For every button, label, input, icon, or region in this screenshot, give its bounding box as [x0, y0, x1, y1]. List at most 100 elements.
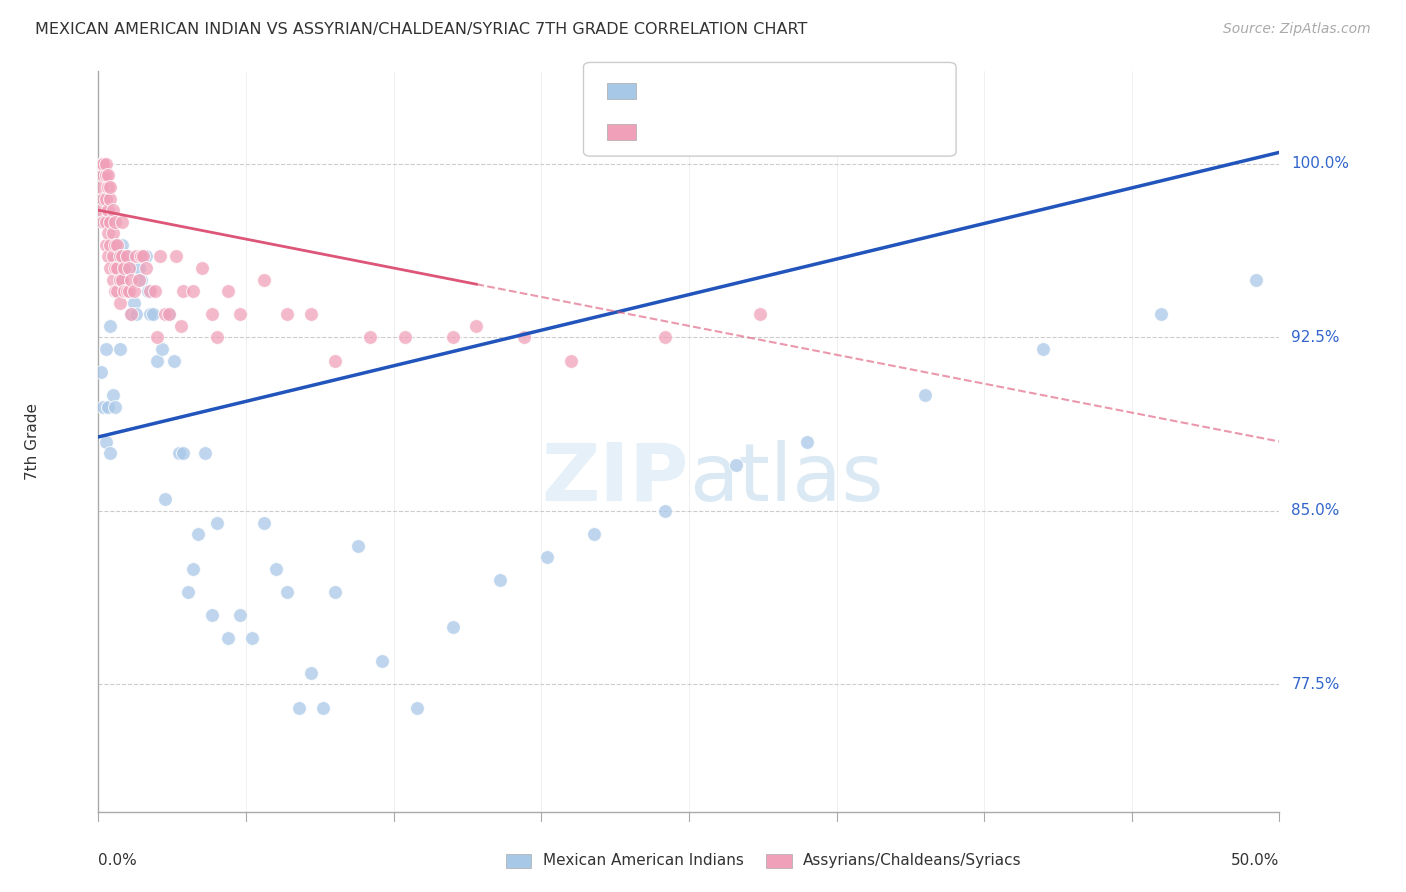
- Point: [177, 585, 200, 599]
- Point: [187, 527, 209, 541]
- Point: [276, 307, 298, 321]
- Text: 7th Grade: 7th Grade: [25, 403, 39, 480]
- Point: [359, 330, 381, 344]
- Text: N = 81: N = 81: [783, 123, 841, 141]
- Point: [98, 180, 121, 194]
- Point: [406, 700, 429, 714]
- Point: [94, 342, 117, 356]
- Point: [146, 353, 169, 368]
- Point: [181, 562, 204, 576]
- Text: atlas: atlas: [689, 440, 883, 517]
- Text: 77.5%: 77.5%: [1291, 677, 1340, 692]
- Point: [194, 446, 217, 460]
- Point: [94, 169, 117, 183]
- Point: [112, 260, 135, 275]
- Point: [796, 434, 818, 449]
- Point: [347, 539, 370, 553]
- Point: [240, 631, 263, 645]
- Text: Source: ZipAtlas.com: Source: ZipAtlas.com: [1223, 22, 1371, 37]
- Point: [125, 307, 148, 321]
- Text: 50.0%: 50.0%: [1232, 854, 1279, 869]
- Point: [1150, 307, 1173, 321]
- Point: [91, 192, 114, 206]
- Point: [441, 620, 464, 634]
- Point: [105, 260, 128, 275]
- Point: [135, 250, 157, 264]
- Point: [181, 284, 204, 298]
- Text: MEXICAN AMERICAN INDIAN VS ASSYRIAN/CHALDEAN/SYRIAC 7TH GRADE CORRELATION CHART: MEXICAN AMERICAN INDIAN VS ASSYRIAN/CHAL…: [35, 22, 807, 37]
- Point: [108, 272, 131, 286]
- Point: [111, 272, 134, 286]
- Point: [129, 250, 152, 264]
- Point: [323, 585, 346, 599]
- Point: [90, 203, 112, 218]
- Point: [583, 527, 606, 541]
- Point: [105, 284, 128, 298]
- Point: [91, 169, 114, 183]
- Text: 92.5%: 92.5%: [1291, 330, 1340, 345]
- Point: [167, 446, 190, 460]
- Point: [111, 250, 134, 264]
- Point: [125, 250, 148, 264]
- Point: [128, 260, 150, 275]
- Point: [118, 260, 141, 275]
- Point: [121, 272, 143, 286]
- Point: [465, 318, 488, 333]
- Point: [97, 400, 120, 414]
- Point: [142, 307, 165, 321]
- Point: [229, 608, 252, 623]
- Text: 100.0%: 100.0%: [1291, 156, 1350, 171]
- Text: R = -0.159: R = -0.159: [650, 123, 738, 141]
- Point: [115, 250, 138, 264]
- Point: [122, 284, 145, 298]
- Point: [201, 608, 224, 623]
- Point: [94, 192, 117, 206]
- Point: [90, 157, 112, 171]
- Point: [299, 665, 322, 680]
- Point: [536, 550, 558, 565]
- Point: [136, 284, 159, 298]
- Point: [229, 307, 252, 321]
- Point: [914, 388, 936, 402]
- Point: [371, 654, 394, 668]
- Point: [111, 215, 134, 229]
- Text: N = 62: N = 62: [783, 82, 841, 100]
- Point: [121, 307, 143, 321]
- Point: [146, 330, 169, 344]
- Point: [153, 307, 176, 321]
- Point: [97, 250, 120, 264]
- Point: [115, 250, 138, 264]
- Point: [165, 250, 187, 264]
- Point: [560, 353, 582, 368]
- Point: [135, 260, 157, 275]
- Point: [104, 284, 127, 298]
- Text: 85.0%: 85.0%: [1291, 503, 1340, 518]
- Point: [129, 272, 152, 286]
- Point: [394, 330, 416, 344]
- Point: [312, 700, 335, 714]
- Text: Mexican American Indians: Mexican American Indians: [543, 854, 744, 868]
- Text: ZIP: ZIP: [541, 440, 689, 517]
- Point: [139, 284, 162, 298]
- Point: [91, 215, 114, 229]
- Point: [91, 157, 114, 171]
- Point: [149, 250, 172, 264]
- Point: [94, 215, 117, 229]
- Point: [97, 169, 120, 183]
- Point: [150, 342, 173, 356]
- Point: [170, 318, 193, 333]
- Point: [157, 307, 180, 321]
- Point: [105, 238, 128, 252]
- Point: [111, 272, 134, 286]
- Point: [253, 272, 276, 286]
- Point: [132, 250, 155, 264]
- Point: [98, 192, 121, 206]
- Point: [101, 388, 124, 402]
- Point: [104, 260, 127, 275]
- Point: [91, 400, 114, 414]
- Point: [108, 295, 131, 310]
- Point: [98, 238, 121, 252]
- Point: [128, 272, 150, 286]
- Point: [118, 260, 141, 275]
- Point: [205, 516, 228, 530]
